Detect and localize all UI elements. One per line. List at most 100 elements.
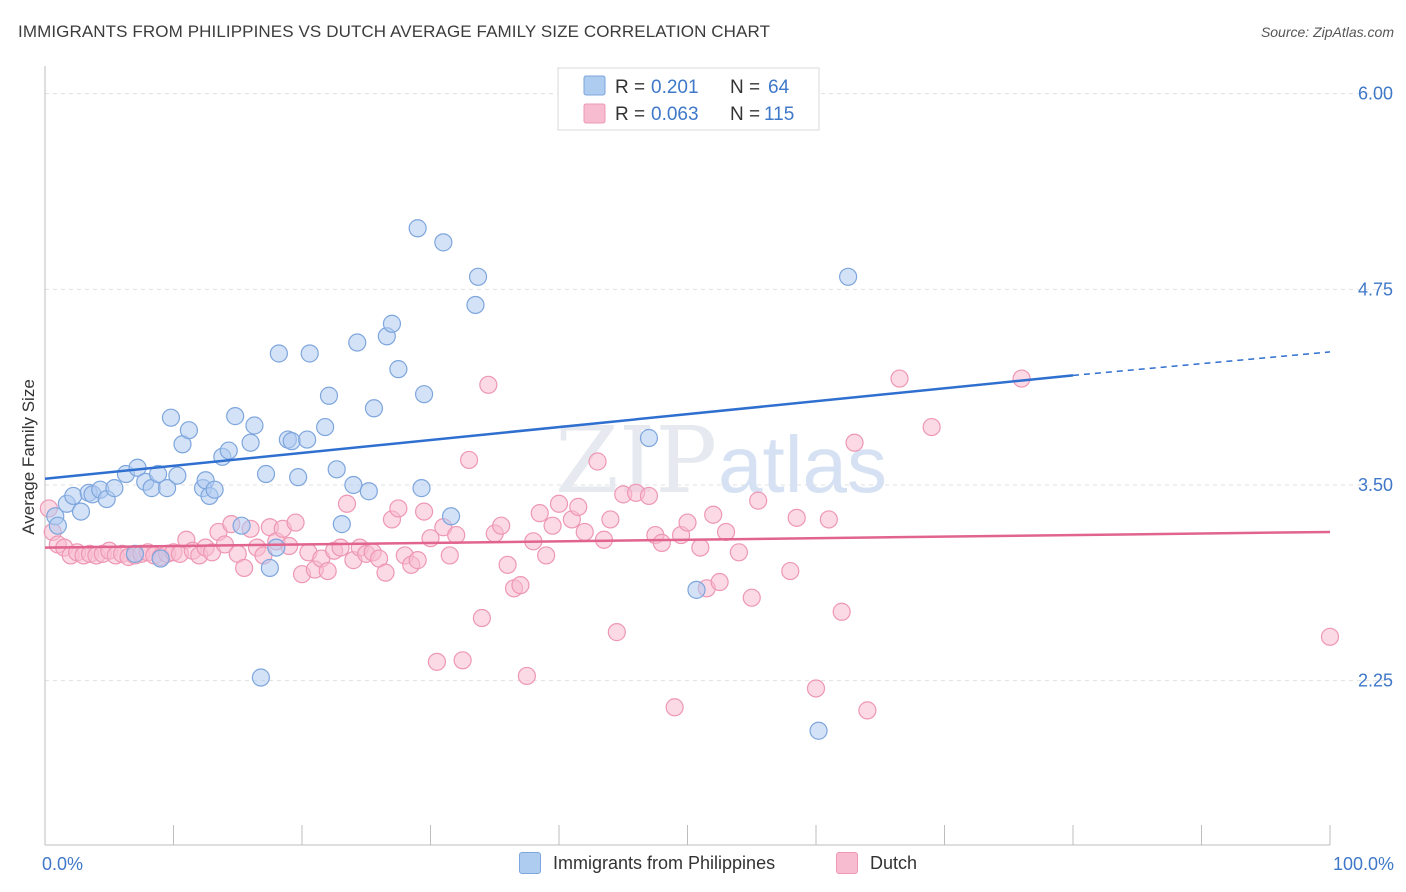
philippines-point: [260, 558, 279, 578]
philippines-point: [256, 464, 276, 484]
dutch-point: [890, 369, 909, 388]
philippines-point: [161, 408, 181, 427]
philippines-point: [382, 314, 402, 333]
philippines-point: [466, 295, 485, 315]
philippines-point: [434, 233, 453, 252]
dutch-point: [459, 450, 479, 470]
philippines-point: [64, 486, 83, 506]
dutch-point: [607, 623, 626, 642]
legend-n-label: N =: [730, 104, 760, 125]
philippines-trendline-projection: [1072, 351, 1331, 377]
dutch-point: [318, 561, 337, 581]
dutch-point: [447, 525, 466, 545]
dutch-point: [691, 538, 710, 557]
philippines-point: [179, 421, 199, 440]
philippines-point: [241, 433, 260, 452]
watermark: ZIP atlas: [555, 407, 887, 514]
dutch-trendline: [44, 530, 1331, 549]
philippines-point: [71, 502, 91, 521]
philippines-point: [408, 219, 427, 238]
legend-swatch-blue: [583, 75, 606, 96]
dutch-point: [652, 533, 671, 552]
philippines-point: [269, 344, 288, 363]
philippines-point: [839, 267, 858, 286]
dutch-point: [787, 508, 806, 527]
dutch-point: [639, 486, 659, 506]
dutch-point: [575, 522, 594, 542]
dutch-point: [569, 497, 588, 516]
legend-n-value: 115: [764, 104, 794, 125]
philippines-points: [46, 219, 858, 740]
philippines-point: [687, 580, 706, 599]
philippines-point: [245, 416, 264, 435]
y-tick-label: 4.75: [1358, 279, 1393, 299]
legend-r-value: 0.063: [651, 104, 699, 125]
philippines-point: [316, 417, 335, 437]
dutch-point: [537, 546, 556, 565]
dutch-point: [492, 516, 511, 535]
philippines-point: [105, 479, 124, 498]
dutch-point: [286, 513, 305, 532]
philippines-point: [364, 399, 384, 418]
dutch-point: [337, 494, 357, 513]
philippines-point: [359, 482, 378, 501]
dutch-point: [408, 551, 427, 570]
philippines-trendline: [44, 374, 1074, 480]
legend-r-label: R =: [615, 104, 645, 125]
dutch-point: [517, 666, 536, 686]
y-tick-label: 2.25: [1358, 671, 1393, 691]
philippines-point: [468, 267, 488, 286]
dutch-point: [601, 510, 620, 529]
tick-labels: 2.25 3.50 4.75 6.00 0.0% 100.0%: [42, 84, 1394, 874]
dutch-point: [832, 602, 851, 621]
philippines-point: [125, 544, 145, 563]
dutch-point: [749, 491, 768, 510]
source-label: Source: ZipAtlas.com: [1260, 24, 1394, 40]
philippines-point: [327, 460, 346, 479]
philippines-point: [389, 360, 408, 379]
legend-n-value: 64: [768, 77, 790, 98]
philippines-point: [151, 549, 170, 568]
dutch-point: [665, 698, 684, 717]
dutch-point: [716, 522, 736, 542]
philippines-point: [148, 464, 168, 484]
dutch-point: [472, 608, 491, 628]
philippines-point: [232, 516, 251, 535]
legend-r-value: 0.201: [651, 77, 699, 98]
philippines-point: [282, 432, 301, 451]
dutch-point: [922, 417, 941, 437]
legend-label-dutch: Dutch: [870, 852, 918, 873]
philippines-point: [348, 333, 367, 352]
dutch-point: [1012, 369, 1031, 388]
x-tick-label: 0.0%: [42, 854, 83, 874]
philippines-point: [168, 466, 187, 485]
dutch-point: [549, 494, 569, 513]
dutch-point: [819, 510, 838, 529]
bottom-legend-item-dutch: Dutch: [836, 852, 917, 874]
philippines-point: [48, 516, 67, 535]
philippines-point: [332, 515, 351, 534]
legend-swatch-pink: [583, 103, 606, 124]
philippines-point: [412, 479, 431, 498]
dutch-point: [440, 546, 459, 565]
correlation-legend: R = 0.201 N = 64 R = 0.063 N = 115: [557, 67, 820, 131]
axes: [44, 66, 1331, 846]
dutch-point: [806, 679, 826, 698]
philippines-point: [157, 479, 177, 498]
watermark-atlas: atlas: [718, 420, 887, 509]
philippines-point: [289, 468, 308, 487]
philippines-point: [639, 428, 659, 448]
dutch-point: [331, 538, 350, 557]
dutch-point: [678, 513, 697, 532]
philippines-point: [226, 407, 245, 426]
y-tick-label: 6.00: [1358, 84, 1393, 104]
y-tick-label: 3.50: [1358, 475, 1393, 495]
dutch-point: [389, 499, 408, 518]
philippines-point: [414, 385, 434, 404]
philippines-point: [251, 668, 270, 687]
dutch-point: [511, 576, 530, 595]
dutch-point: [710, 572, 729, 592]
x-tick-label: 100.0%: [1333, 854, 1394, 874]
bottom-legend-item-philippines: Immigrants from Philippines: [519, 852, 775, 874]
